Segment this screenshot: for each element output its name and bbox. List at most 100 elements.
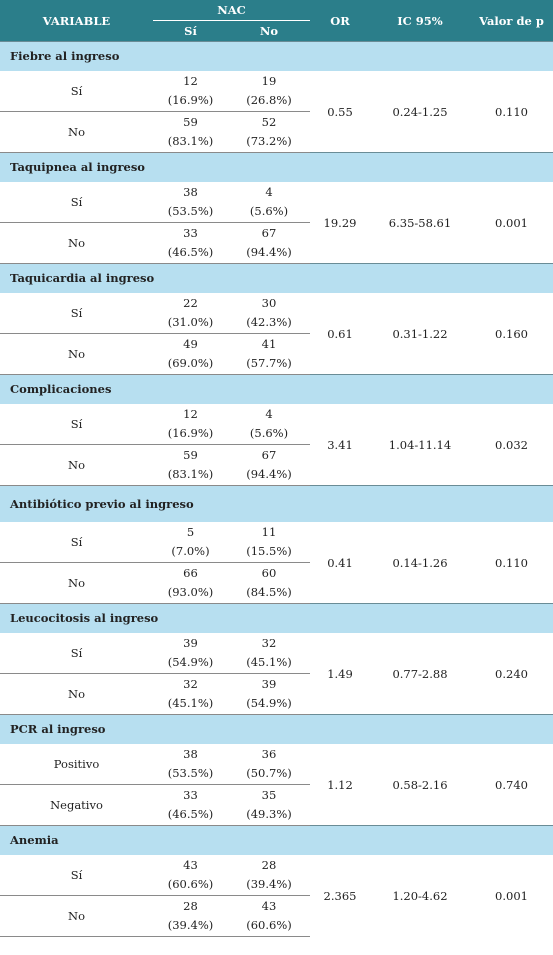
- data-row: No 59 (83.1%) 67 (94.4%): [0, 444, 553, 486]
- count: 11: [261, 525, 277, 539]
- percent: (53.5%): [167, 766, 214, 780]
- percent: (42.3%): [246, 315, 292, 329]
- count: 43: [183, 858, 198, 872]
- data-row: No 49 (69.0%) 41 (57.7%): [0, 333, 553, 375]
- count: 19: [261, 74, 277, 88]
- data-row: No 66 (93.0%) 60 (84.5%): [0, 562, 553, 604]
- data-row: No 33 (46.5%) 67 (94.4%): [0, 222, 553, 264]
- count: 39: [261, 677, 277, 691]
- count-cell: 5 (7.0%): [153, 522, 228, 563]
- ic-value: 0.58-2.16: [392, 777, 448, 792]
- count-cell: 33 (46.5%): [153, 222, 228, 264]
- percent: (50.7%): [246, 766, 292, 780]
- p-value: 0.740: [495, 777, 528, 792]
- percent: (54.9%): [167, 655, 214, 669]
- row-label: Negativo: [0, 784, 153, 826]
- count-cell: 67 (94.4%): [228, 444, 310, 486]
- or-value: 0.61: [327, 326, 353, 341]
- section-title: Taquicardia al ingreso: [0, 263, 553, 293]
- count: 32: [261, 636, 277, 650]
- count-cell: 11 (15.5%): [228, 522, 310, 563]
- percent: (83.1%): [167, 134, 214, 148]
- count: 12: [183, 407, 198, 421]
- count-cell: 22 (31.0%): [153, 293, 228, 334]
- count: 36: [261, 747, 277, 761]
- count-cell: 43 (60.6%): [228, 895, 310, 937]
- count-cell: 38 (53.5%): [153, 182, 228, 223]
- data-row: Sí 39 (54.9%) 32 (45.1%) 1.49 0.77-2.88 0.240: [0, 633, 553, 681]
- count: 39: [183, 636, 198, 650]
- count-cell: 41 (57.7%): [228, 333, 310, 375]
- section-row: Taquipnea al ingreso: [0, 152, 553, 182]
- count-cell: 28 (39.4%): [228, 855, 310, 896]
- header-cell: Valor de p: [470, 0, 553, 42]
- percent: (15.5%): [246, 544, 292, 558]
- percent: (69.0%): [167, 356, 214, 370]
- row-label: Sí: [0, 71, 153, 112]
- header-cell: VARIABLE: [0, 0, 153, 42]
- count-cell: 36 (50.7%): [228, 744, 310, 785]
- count-cell: 39 (54.9%): [153, 633, 228, 674]
- section-title: PCR al ingreso: [0, 714, 553, 744]
- data-row: Sí 38 (53.5%) 4 (5.6%) 19.29 6.35-58.61 0.001: [0, 182, 553, 230]
- count-cell: 30 (42.3%): [228, 293, 310, 334]
- data-row: No 59 (83.1%) 52 (73.2%): [0, 111, 553, 153]
- percent: (31.0%): [167, 315, 214, 329]
- section-title: Antibiótico previo al ingreso: [0, 485, 553, 522]
- row-label: No: [0, 444, 153, 486]
- percent: (54.9%): [246, 696, 292, 710]
- count: 35: [261, 788, 277, 802]
- percent: (46.5%): [167, 245, 214, 259]
- percent: (60.6%): [167, 877, 214, 891]
- count-cell: 52 (73.2%): [228, 111, 310, 153]
- percent: (39.4%): [246, 877, 292, 891]
- count-cell: 33 (46.5%): [153, 784, 228, 826]
- percent: (83.1%): [167, 467, 214, 481]
- percent: (45.1%): [167, 696, 214, 710]
- count-cell: 59 (83.1%): [153, 444, 228, 486]
- count-cell: 35 (49.3%): [228, 784, 310, 826]
- p-value: 0.032: [495, 437, 528, 452]
- header-cell: IC 95%: [370, 0, 470, 42]
- count: 30: [261, 296, 277, 310]
- data-row: Sí 22 (31.0%) 30 (42.3%) 0.61 0.31-1.22 0.160: [0, 293, 553, 341]
- count: 28: [261, 858, 277, 872]
- percent: (57.7%): [246, 356, 292, 370]
- count: 38: [183, 185, 198, 199]
- data-row: No 28 (39.4%) 43 (60.6%): [0, 895, 553, 937]
- percent: (84.5%): [246, 585, 292, 599]
- header-cell: NAC: [153, 0, 310, 21]
- section-title: Leucocitosis al ingreso: [0, 603, 553, 633]
- count: 60: [261, 566, 277, 580]
- count: 49: [183, 337, 198, 351]
- row-label: No: [0, 333, 153, 375]
- or-value: 0.55: [327, 104, 353, 119]
- or-value: 1.49: [327, 666, 353, 681]
- or-value: 3.41: [327, 437, 353, 452]
- row-label: No: [0, 562, 153, 604]
- percent: (49.3%): [246, 807, 292, 821]
- section-title: Fiebre al ingreso: [0, 41, 553, 71]
- percent: (53.5%): [167, 204, 214, 218]
- percent: (46.5%): [167, 807, 214, 821]
- row-label: Sí: [0, 855, 153, 896]
- count: 33: [183, 226, 198, 240]
- count-cell: 12 (16.9%): [153, 71, 228, 112]
- percent: (5.6%): [249, 204, 289, 218]
- count: 4: [265, 407, 273, 421]
- percent: (26.8%): [246, 93, 292, 107]
- header-cell: Sí: [153, 20, 228, 42]
- count: 4: [265, 185, 273, 199]
- row-label: Sí: [0, 404, 153, 445]
- ic-value: 0.77-2.88: [392, 666, 448, 681]
- row-label: No: [0, 673, 153, 715]
- count: 52: [261, 115, 277, 129]
- count: 67: [261, 226, 277, 240]
- row-label: Positivo: [0, 744, 153, 785]
- count-cell: 4 (5.6%): [228, 182, 310, 223]
- count: 59: [183, 115, 198, 129]
- count: 67: [261, 448, 277, 462]
- count-cell: 32 (45.1%): [153, 673, 228, 715]
- header-cell: No: [228, 20, 310, 42]
